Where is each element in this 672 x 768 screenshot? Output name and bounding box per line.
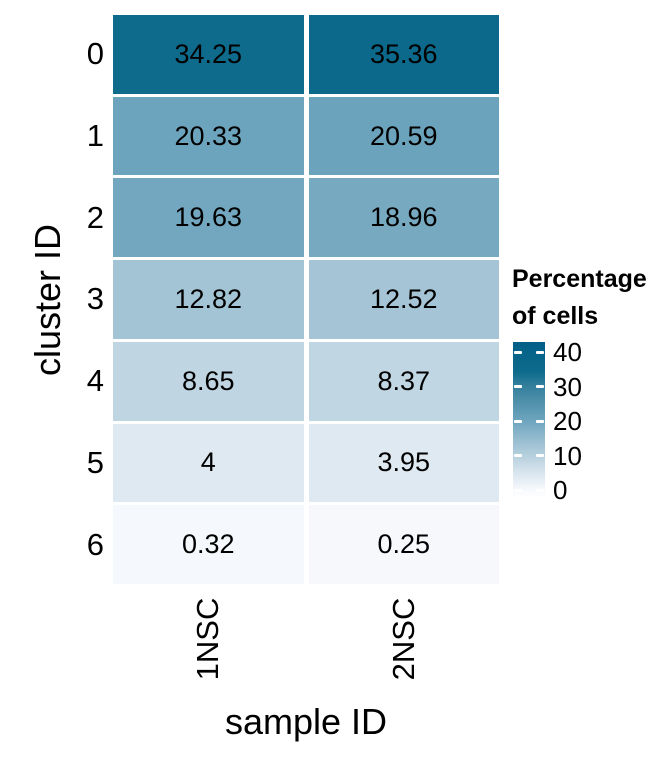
y-tick-label: 4: [86, 363, 104, 399]
cell-value: 12.52: [369, 283, 438, 314]
heatmap-cell: 8.37: [308, 341, 499, 421]
cell-value: 18.96: [369, 202, 438, 233]
colorbar-tick-mark: [514, 454, 522, 458]
y-tick-label: 5: [86, 444, 104, 480]
heatmap-cell: 12.52: [308, 260, 499, 339]
y-tick-label: 2: [86, 199, 104, 235]
cell-value: 20.33: [174, 120, 243, 151]
legend-title-line1: Percentage: [512, 265, 647, 293]
cell-value: 8.37: [377, 365, 431, 396]
heatmap-cell: 34.25: [113, 15, 304, 94]
cell-value: 35.36: [369, 38, 438, 69]
heatmap-cell: 8.65: [113, 341, 304, 421]
x-tick-label: 1NSC: [190, 597, 226, 681]
legend-title: Percentage of cells: [512, 261, 647, 335]
colorbar-tick-label: 30: [553, 371, 582, 402]
cell-value: 34.25: [174, 38, 243, 69]
heatmap-cell: 0.32: [113, 505, 304, 584]
y-tick-label: 0: [86, 36, 104, 72]
colorbar-tick-mark: [514, 385, 522, 389]
x-tick-label: 2NSC: [385, 597, 421, 681]
cell-value: 19.63: [174, 202, 243, 233]
heatmap-cell: 0.25: [308, 505, 499, 584]
y-tick-label: 1: [86, 118, 104, 154]
heatmap-cell: 19.63: [113, 178, 304, 258]
x-axis-title: sample ID: [224, 701, 388, 742]
colorbar-tick-label: 10: [553, 440, 582, 471]
cell-value: 20.59: [369, 120, 438, 151]
colorbar-tick-label: 20: [553, 406, 582, 437]
colorbar-tick-mark: [536, 454, 544, 458]
colorbar-tick-mark: [536, 350, 544, 354]
cell-value: 8.65: [181, 365, 235, 396]
cell-value: 0.32: [181, 529, 235, 560]
colorbar: [513, 342, 545, 498]
heatmap-cell: 20.59: [308, 96, 499, 176]
heatmap-cell: 3.95: [308, 423, 499, 503]
cell-value: 0.25: [377, 529, 431, 560]
colorbar-tick-label: 40: [553, 337, 582, 367]
legend-title-line2: of cells: [512, 302, 599, 330]
colorbar-tick-mark: [536, 419, 544, 423]
heatmap-cell: 12.82: [113, 260, 304, 339]
cell-value: 4: [200, 447, 216, 478]
colorbar-tick-mark: [536, 385, 544, 389]
colorbar-tick-mark: [514, 488, 522, 492]
heatmap-cell: 20.33: [113, 96, 304, 176]
colorbar-tick-label: 0: [553, 475, 568, 506]
cell-value: 12.82: [174, 283, 243, 314]
heatmap-cell: 35.36: [308, 15, 499, 94]
colorbar-tick-mark: [514, 419, 522, 423]
heatmap-cell: 4: [113, 423, 304, 503]
y-tick-label: 3: [86, 281, 104, 317]
colorbar-tick-mark: [536, 488, 544, 492]
y-tick-label: 6: [86, 526, 104, 562]
cell-value: 3.95: [377, 447, 431, 478]
colorbar-tick-mark: [514, 350, 522, 354]
heatmap-cell: 18.96: [308, 178, 499, 258]
